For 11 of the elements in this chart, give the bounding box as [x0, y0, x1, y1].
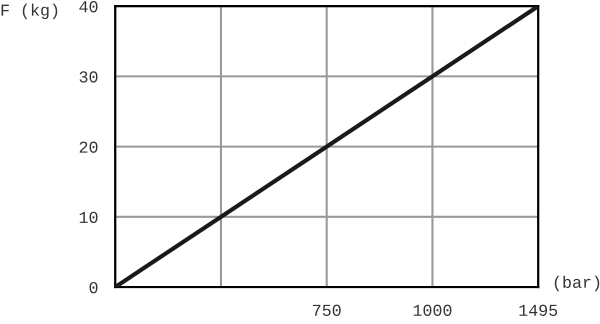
x-tick-label: 750	[312, 304, 341, 316]
y-tick-label: 40	[79, 1, 98, 12]
x-tick-label: 1000	[414, 304, 452, 316]
y-tick-label: 20	[80, 142, 98, 153]
y-tick-label: 0	[90, 282, 98, 294]
y-axis-title: F (kg)	[2, 4, 58, 20]
x-tick-label: 1495	[519, 304, 558, 316]
line-series	[115, 6, 538, 288]
x-axis-title: (bar)	[554, 276, 600, 292]
y-tick-label: 30	[80, 71, 98, 83]
y-tick-label: 10	[80, 212, 98, 224]
